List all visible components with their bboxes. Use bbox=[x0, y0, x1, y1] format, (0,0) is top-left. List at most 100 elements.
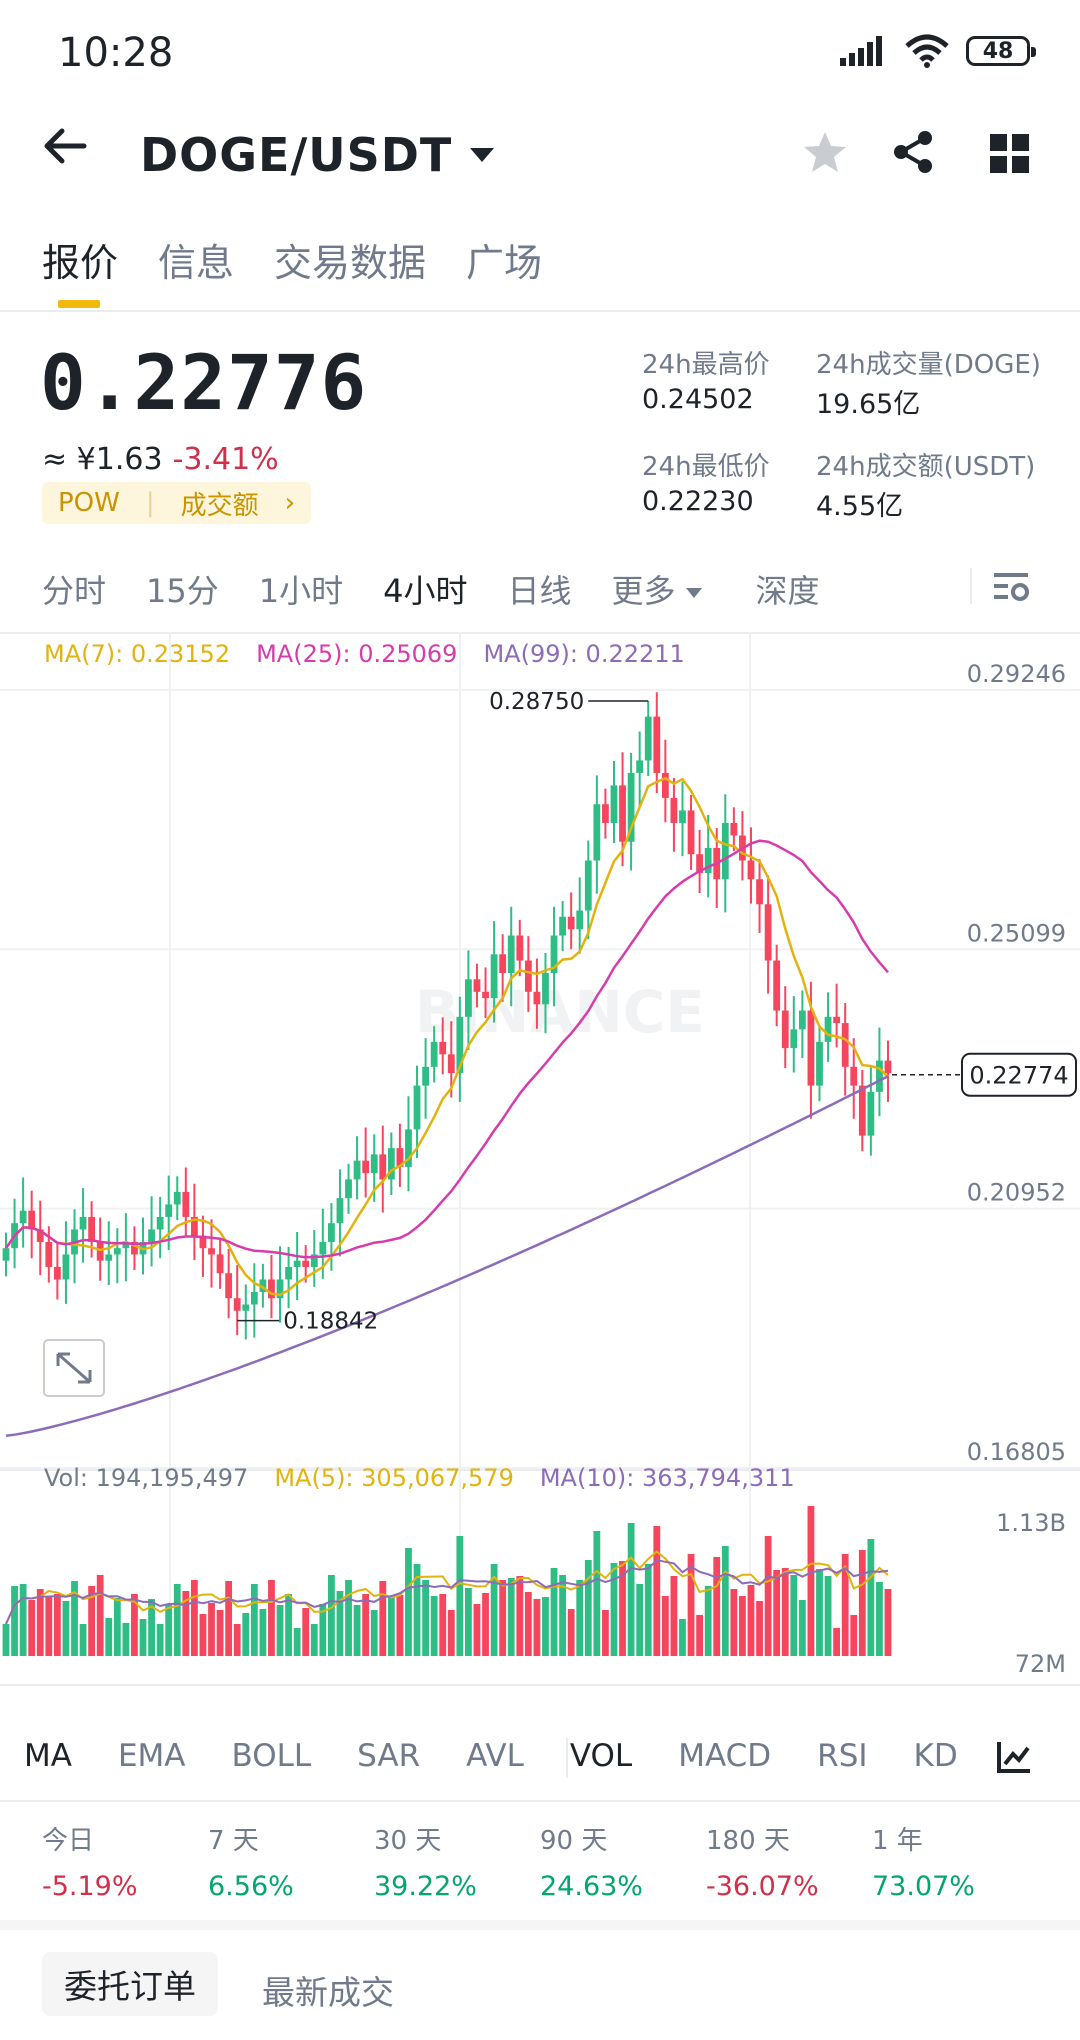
vol-ma5-line bbox=[5, 1550, 889, 1625]
volume-bar bbox=[36, 1589, 44, 1656]
candle-body bbox=[353, 1160, 361, 1180]
candle-body bbox=[285, 1266, 292, 1280]
last-price: 0.22776 bbox=[40, 338, 368, 427]
volume-bar bbox=[679, 1619, 686, 1656]
pow-tag: POW bbox=[58, 488, 120, 518]
interval-15m[interactable]: 15分 bbox=[146, 572, 219, 610]
candle-body bbox=[542, 973, 549, 1005]
main-tabs: 报价 信息 交易数据 广场 bbox=[42, 232, 542, 287]
tab-open-orders[interactable]: 委托订单 bbox=[42, 1952, 218, 2016]
grid-menu-icon[interactable] bbox=[990, 134, 1030, 174]
interval-more-label: 更多 bbox=[611, 572, 676, 610]
indicator-avl[interactable]: AVL bbox=[466, 1738, 524, 1774]
candle-body bbox=[199, 1235, 207, 1249]
volume-bar bbox=[362, 1594, 370, 1656]
volume-rank-link: 成交额 bbox=[180, 490, 259, 521]
tab-info[interactable]: 信息 bbox=[158, 241, 235, 285]
candle-body bbox=[105, 1254, 113, 1261]
candle-body bbox=[276, 1279, 284, 1299]
volume-bar bbox=[781, 1568, 789, 1656]
interval-1h[interactable]: 1小时 bbox=[258, 572, 344, 610]
volume-bar bbox=[858, 1550, 866, 1656]
volume-bar bbox=[456, 1536, 464, 1656]
ma-legend: MA(7): 0.23152 MA(25): 0.25069 MA(99): 0… bbox=[44, 640, 685, 668]
volume-bar bbox=[747, 1585, 755, 1656]
volume-bar bbox=[2, 1624, 10, 1656]
star-icon[interactable] bbox=[802, 130, 848, 174]
candle-body bbox=[465, 979, 472, 1017]
max-price-label: 0.28750 bbox=[489, 689, 584, 715]
indicator-ma[interactable]: MA bbox=[24, 1738, 72, 1774]
volume-bar bbox=[225, 1581, 233, 1656]
indicator-sar[interactable]: SAR bbox=[357, 1738, 421, 1774]
divider bbox=[0, 1800, 1080, 1802]
candle-body bbox=[499, 954, 507, 974]
volume-bar bbox=[139, 1619, 147, 1656]
period-7d: 7 天 6.56% bbox=[208, 1820, 374, 1902]
price-change: -3.41% bbox=[172, 442, 279, 477]
interval-timeline[interactable]: 分时 bbox=[42, 572, 107, 610]
volume-bar bbox=[542, 1597, 549, 1656]
candle-body bbox=[764, 904, 772, 961]
chevron-down-icon bbox=[470, 148, 495, 162]
volume-bar bbox=[447, 1610, 455, 1656]
indicator-kd[interactable]: KD bbox=[913, 1738, 958, 1774]
volume-bar bbox=[131, 1594, 138, 1656]
chart-settings-icon[interactable] bbox=[994, 570, 1030, 604]
indicator-rsi[interactable]: RSI bbox=[817, 1738, 868, 1774]
candle-body bbox=[208, 1248, 215, 1255]
candle-body bbox=[584, 860, 592, 911]
volume-bar bbox=[259, 1609, 267, 1656]
indicator-tabs: MA EMA BOLL SAR AVL VOL MACD RSI KD bbox=[24, 1738, 958, 1774]
tag-bar[interactable]: POW | 成交额 › bbox=[42, 482, 312, 524]
pair-selector[interactable]: DOGE/USDT bbox=[140, 128, 495, 182]
tab-trading-data[interactable]: 交易数据 bbox=[274, 241, 427, 285]
low-value: 0.22230 bbox=[642, 486, 754, 517]
tab-square[interactable]: 广场 bbox=[466, 241, 543, 285]
interval-more[interactable]: 更多 bbox=[612, 566, 702, 612]
candle-body bbox=[670, 797, 678, 823]
back-arrow-icon[interactable] bbox=[40, 126, 88, 166]
tab-quote[interactable]: 报价 bbox=[42, 241, 119, 285]
volume-bar bbox=[884, 1589, 892, 1656]
volume-bar bbox=[242, 1613, 250, 1656]
candle-body bbox=[53, 1266, 61, 1280]
volume-bar bbox=[576, 1580, 584, 1656]
y-axis-tick: 0.20952 bbox=[967, 1179, 1066, 1207]
candle-body bbox=[876, 1060, 883, 1092]
period-180d: 180 天 -36.07% bbox=[706, 1820, 872, 1902]
indicator-macd[interactable]: MACD bbox=[678, 1738, 772, 1774]
indicator-boll[interactable]: BOLL bbox=[231, 1738, 312, 1774]
interval-4h[interactable]: 4小时 bbox=[383, 572, 468, 610]
tab-recent-trades[interactable]: 最新成交 bbox=[262, 1973, 394, 2012]
candle-body bbox=[190, 1216, 198, 1236]
candle-body bbox=[225, 1273, 233, 1299]
active-tab-indicator bbox=[58, 300, 100, 308]
vol-legend: Vol: 194,195,497 bbox=[44, 1464, 249, 1492]
indicator-ema[interactable]: EMA bbox=[117, 1738, 186, 1774]
interval-1d[interactable]: 日线 bbox=[507, 572, 572, 610]
interval-depth[interactable]: 深度 bbox=[755, 572, 820, 610]
candle-body bbox=[439, 1041, 447, 1055]
candle-body bbox=[379, 1154, 387, 1180]
volume-bar bbox=[105, 1618, 113, 1656]
share-icon[interactable] bbox=[892, 130, 934, 174]
volume-bar bbox=[327, 1575, 335, 1656]
indicator-chart-icon[interactable] bbox=[996, 1740, 1032, 1774]
volume-bar bbox=[644, 1564, 652, 1656]
candle-body bbox=[747, 860, 755, 880]
period-label: 180 天 bbox=[706, 1826, 790, 1856]
candle-body bbox=[268, 1279, 275, 1299]
volume-bar bbox=[199, 1614, 207, 1656]
indicator-vol[interactable]: VOL bbox=[569, 1738, 633, 1774]
volume-bar bbox=[28, 1600, 36, 1656]
candle-body bbox=[310, 1254, 318, 1267]
volume-bar bbox=[670, 1576, 678, 1656]
price-chart[interactable]: 0.29246 0.25099 0.20952 0.16805 BINANCE 0.287… bbox=[0, 632, 1080, 1684]
volume-bar bbox=[559, 1575, 567, 1656]
volume-bar bbox=[370, 1610, 378, 1656]
volume-legend: Vol: 194,195,497 MA(5): 305,067,579 MA(1… bbox=[44, 1464, 795, 1492]
period-1y: 1 年 73.07% bbox=[872, 1820, 1038, 1902]
candle-body bbox=[824, 1016, 832, 1042]
candle-body bbox=[336, 1198, 344, 1224]
